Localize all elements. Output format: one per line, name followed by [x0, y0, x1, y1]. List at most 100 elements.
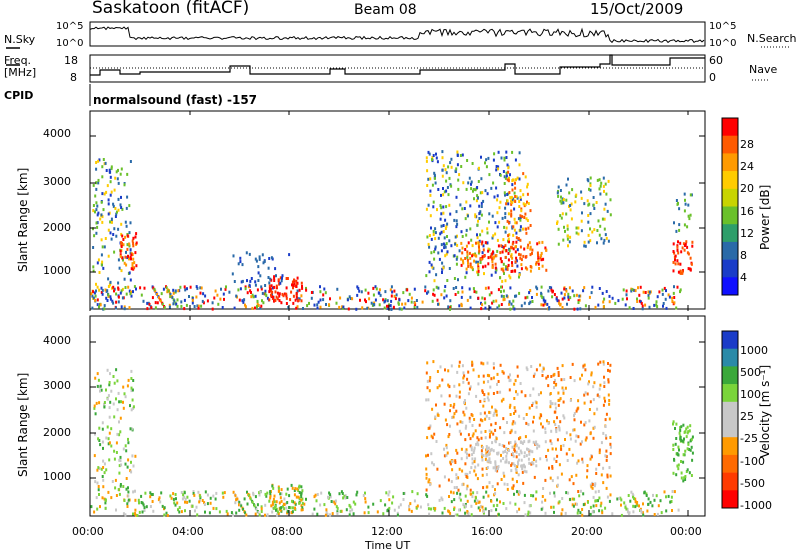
power-point [158, 296, 160, 300]
velocity-point [105, 388, 107, 392]
velocity-point [135, 513, 137, 517]
power-point [162, 287, 165, 291]
power-point [667, 293, 670, 297]
velocity-point [300, 495, 303, 498]
power-point [624, 303, 627, 307]
power-point [296, 276, 299, 280]
power-point [125, 224, 128, 228]
velocity-point [623, 501, 626, 505]
velocity-point [488, 435, 491, 439]
velocity-cb-tick-1000: 1000 [740, 344, 768, 357]
xtick-0400: 04:00 [172, 525, 204, 538]
power-point [519, 238, 522, 242]
velocity-point [291, 486, 294, 490]
velocity-point [608, 402, 611, 406]
velocity-point [447, 369, 450, 373]
power-point [587, 233, 590, 237]
velocity-point [192, 492, 195, 495]
power-point [135, 287, 137, 291]
power-point [656, 305, 659, 309]
power-point [406, 288, 409, 292]
velocity-point [215, 507, 218, 511]
power-point [514, 250, 517, 254]
power-point [569, 235, 572, 239]
velocity-point [589, 400, 592, 404]
power-point [538, 267, 541, 270]
power-point [367, 291, 370, 295]
power-point [506, 163, 509, 167]
velocity-point [641, 511, 644, 515]
power-point [676, 285, 679, 289]
power-point [483, 297, 486, 301]
velocity-point [555, 447, 557, 451]
power-point [175, 302, 178, 306]
velocity-point [532, 440, 535, 444]
power-point [493, 152, 496, 156]
power-point [500, 244, 503, 248]
velocity-point [689, 424, 692, 428]
power-point [126, 195, 129, 199]
velocity-point [561, 508, 564, 512]
velocity-point [467, 433, 470, 437]
velocity-point [564, 438, 566, 441]
velocity-point [673, 457, 675, 461]
velocity-point [483, 398, 486, 401]
power-point [273, 279, 276, 282]
velocity-point [482, 380, 485, 384]
velocity-point [510, 469, 513, 473]
velocity-point [430, 434, 433, 438]
power-point [563, 287, 566, 291]
velocity-point [159, 500, 162, 504]
power-point [690, 262, 693, 266]
velocity-point [465, 456, 468, 460]
power-point [569, 208, 572, 212]
velocity-point [535, 405, 538, 409]
power-point [466, 298, 469, 302]
velocity-point [480, 436, 483, 440]
velocity-point [620, 503, 622, 507]
power-point [300, 281, 303, 285]
power-point [462, 181, 465, 185]
velocity-point [130, 369, 133, 373]
power-point [285, 277, 288, 280]
power-point [92, 265, 95, 269]
power-point [493, 255, 496, 259]
velocity-point [525, 421, 528, 425]
power-point [123, 183, 126, 187]
velocity-point [260, 505, 263, 509]
nsky-label: N.Sky [4, 33, 36, 46]
power-point [480, 177, 483, 181]
velocity-point [416, 492, 419, 496]
power-point [378, 288, 381, 292]
velocity-point [474, 473, 477, 477]
power-point [488, 212, 491, 216]
power-point [319, 285, 321, 289]
velocity-point [132, 379, 135, 382]
velocity-point [598, 496, 601, 500]
velocity-point [576, 461, 579, 465]
velocity-point [497, 380, 500, 383]
velocity-point [388, 498, 391, 502]
velocity-point [100, 388, 103, 392]
power-point [114, 215, 117, 218]
velocity-point [443, 454, 446, 458]
power-point [445, 224, 448, 228]
velocity-point [459, 492, 462, 496]
power-point [372, 293, 375, 297]
power-point [503, 225, 506, 229]
power-point [500, 285, 502, 289]
power-point [278, 294, 281, 298]
power-point [491, 263, 494, 267]
velocity-point [463, 399, 466, 402]
velocity-point [509, 378, 512, 382]
power-point [444, 227, 447, 230]
power-point [518, 163, 521, 167]
power-point [172, 302, 175, 306]
velocity-point [589, 505, 592, 509]
power-point [130, 294, 133, 298]
power-point [171, 296, 174, 300]
power-point [639, 285, 642, 289]
velocity-point [530, 365, 533, 368]
power-point [443, 246, 446, 250]
power-point [426, 169, 429, 173]
